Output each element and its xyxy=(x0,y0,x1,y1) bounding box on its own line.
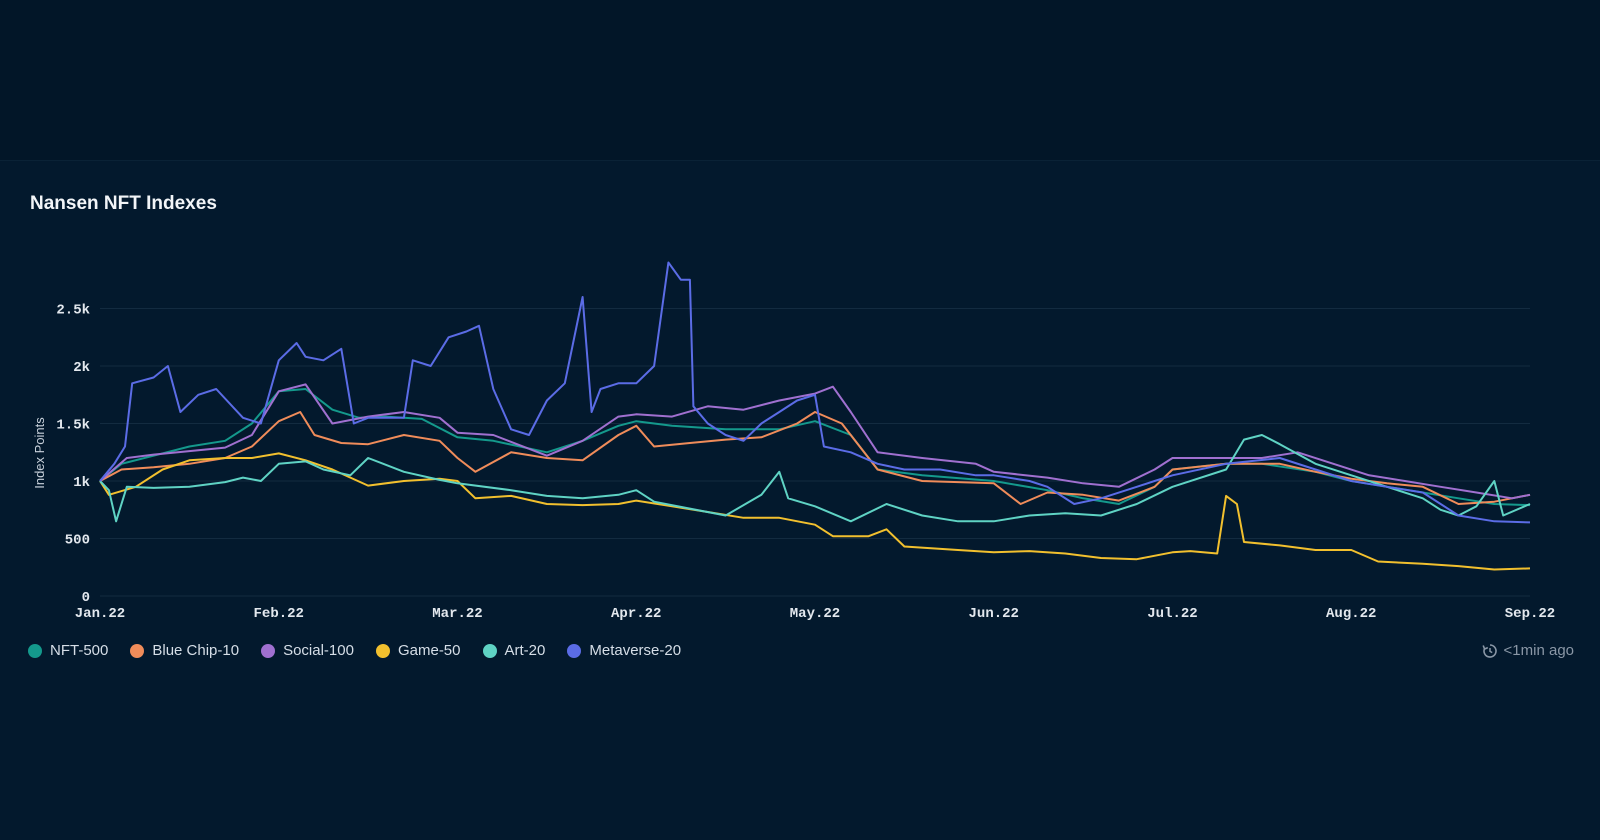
legend-item[interactable]: Game-50 xyxy=(375,642,461,659)
legend-swatch xyxy=(261,643,276,658)
legend-label: Game-50 xyxy=(397,642,461,659)
last-updated[interactable]: <1min ago xyxy=(1481,642,1574,659)
x-tick-label: Jul.22 xyxy=(1147,606,1197,622)
series-line-art-20[interactable] xyxy=(99,434,1531,523)
legend-swatch xyxy=(375,643,390,658)
y-tick-label: 0 xyxy=(82,590,90,606)
line-chart: 0 500 1k 1.5k 2k 2.5k Jan.22 Feb.22 Mar.22 Apr.2… xyxy=(32,261,1555,622)
legend: NFT-500 Blue Chip-10 Social-100 Game-50 Art-… xyxy=(28,642,681,659)
x-axis-ticks: Jan.22 Feb.22 Mar.22 Apr.22 May.22 Jun.22 Jul.… xyxy=(75,606,1555,622)
legend-swatch xyxy=(567,643,582,658)
y-tick-label: 1k xyxy=(73,475,90,491)
refresh-clock-icon xyxy=(1481,643,1497,658)
y-axis-ticks: 0 500 1k 1.5k 2k 2.5k xyxy=(56,303,90,607)
legend-label: Metaverse-20 xyxy=(589,642,682,659)
legend-label: Blue Chip-10 xyxy=(152,642,240,659)
legend-label: Social-100 xyxy=(283,642,354,659)
chart-panel xyxy=(0,161,1600,840)
x-tick-label: May.22 xyxy=(790,606,840,622)
legend-swatch xyxy=(482,643,497,658)
legend-label: Art-20 xyxy=(504,642,546,659)
legend-item[interactable]: Social-100 xyxy=(261,642,354,659)
series-line-social-100[interactable] xyxy=(99,383,1531,500)
x-tick-label: Apr.22 xyxy=(611,606,661,622)
legend-item[interactable]: NFT-500 xyxy=(28,642,108,659)
x-tick-label: Jun.22 xyxy=(969,606,1019,622)
legend-swatch xyxy=(130,643,145,658)
x-tick-label: Mar.22 xyxy=(432,606,482,622)
series-line-blue-chip-10[interactable] xyxy=(99,411,1531,505)
grid-lines xyxy=(100,308,1530,597)
legend-item[interactable]: Metaverse-20 xyxy=(567,642,681,659)
y-tick-label: 500 xyxy=(65,533,90,549)
x-tick-label: Feb.22 xyxy=(254,606,304,622)
top-band xyxy=(0,0,1600,161)
series-line-metaverse-20[interactable] xyxy=(99,261,1531,524)
y-tick-label: 2k xyxy=(73,360,90,376)
y-tick-label: 2.5k xyxy=(56,303,90,319)
legend-label: NFT-500 xyxy=(50,642,109,659)
legend-swatch xyxy=(28,643,42,658)
y-axis-label: Index Points xyxy=(32,417,47,489)
x-tick-label: Sep.22 xyxy=(1505,606,1555,622)
x-tick-label: Aug.22 xyxy=(1326,606,1376,622)
last-updated-text: <1min ago xyxy=(1503,642,1574,659)
series-line-game-50[interactable] xyxy=(99,452,1531,571)
x-tick-label: Jan.22 xyxy=(75,606,125,622)
series-line-nft-500[interactable] xyxy=(99,388,1531,507)
y-tick-label: 1.5k xyxy=(56,418,90,434)
chart-title: Nansen NFT Indexes xyxy=(30,193,217,214)
legend-item[interactable]: Blue Chip-10 xyxy=(130,642,239,659)
series-lines xyxy=(99,261,1531,571)
legend-item[interactable]: Art-20 xyxy=(482,642,546,659)
